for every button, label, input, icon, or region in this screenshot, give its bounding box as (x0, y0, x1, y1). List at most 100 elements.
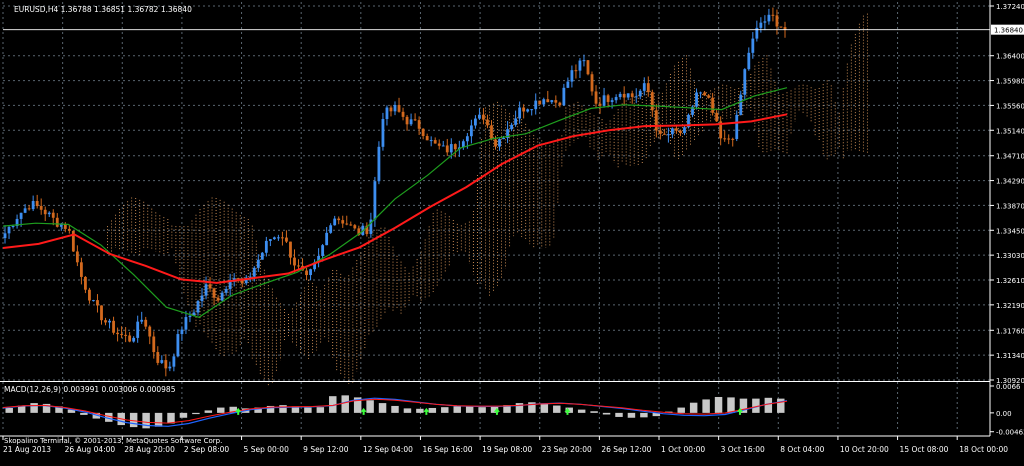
candle-body[interactable] (413, 119, 417, 121)
candle-body[interactable] (104, 320, 107, 323)
candle-body[interactable] (268, 239, 272, 241)
candle-body[interactable] (429, 140, 433, 142)
candle-body[interactable] (341, 220, 345, 224)
candle-body[interactable] (630, 93, 634, 97)
candle-body[interactable] (84, 276, 87, 290)
candle-body[interactable] (224, 289, 228, 293)
candle-body[interactable] (469, 125, 473, 137)
candle-body[interactable] (264, 240, 268, 253)
candle-body[interactable] (393, 105, 397, 112)
candle-body[interactable] (140, 319, 144, 322)
candle-body[interactable] (252, 267, 256, 277)
candle-body[interactable] (506, 129, 509, 138)
candle-body[interactable] (11, 225, 15, 227)
candle-body[interactable] (108, 320, 111, 323)
candle-body[interactable] (51, 212, 55, 218)
candle-body[interactable] (39, 205, 43, 210)
candle-body[interactable] (598, 103, 602, 106)
candle-body[interactable] (546, 99, 550, 103)
candle-body[interactable] (349, 224, 353, 226)
candle-body[interactable] (474, 118, 477, 126)
candle-body[interactable] (723, 138, 727, 140)
candle-body[interactable] (731, 138, 735, 140)
candle-body[interactable] (240, 279, 244, 284)
candle-body[interactable] (711, 97, 715, 113)
candle-body[interactable] (578, 60, 582, 71)
candle-body[interactable] (522, 107, 526, 112)
candle-body[interactable] (739, 94, 743, 115)
candle-body[interactable] (590, 74, 594, 92)
candle-body[interactable] (405, 116, 409, 125)
candle-body[interactable] (92, 300, 95, 302)
candle-body[interactable] (606, 95, 610, 102)
candle-body[interactable] (160, 360, 164, 363)
candle-body[interactable] (385, 107, 389, 120)
candle-body[interactable] (767, 14, 771, 22)
candle-body[interactable] (289, 241, 292, 258)
candle-body[interactable] (272, 237, 276, 240)
candle-body[interactable] (570, 70, 574, 82)
candle-body[interactable] (15, 218, 19, 226)
candle-body[interactable] (228, 281, 232, 290)
candle-body[interactable] (381, 119, 385, 147)
candle-body[interactable] (196, 301, 200, 313)
candle-body[interactable] (763, 21, 767, 23)
candle-body[interactable] (200, 295, 204, 302)
candle-body[interactable] (63, 224, 67, 229)
candle-body[interactable] (783, 27, 787, 30)
candle-body[interactable] (23, 208, 27, 213)
candle-body[interactable] (554, 100, 558, 103)
candle-body[interactable] (148, 326, 152, 337)
candle-body[interactable] (96, 300, 99, 306)
candle-body[interactable] (329, 225, 333, 233)
candle-body[interactable] (751, 38, 755, 53)
candle-body[interactable] (377, 146, 381, 182)
candle-body[interactable] (176, 334, 180, 357)
candle-body[interactable] (534, 100, 538, 110)
candle-body[interactable] (305, 270, 308, 276)
candle-body[interactable] (771, 14, 775, 16)
candle-body[interactable] (650, 92, 654, 111)
candle-body[interactable] (445, 145, 449, 153)
candle-body[interactable] (449, 144, 453, 153)
candle-body[interactable] (208, 284, 212, 289)
candle-body[interactable] (775, 15, 779, 27)
candle-body[interactable] (622, 93, 626, 98)
candle-body[interactable] (397, 105, 401, 112)
candle-body[interactable] (248, 276, 252, 278)
candle-body[interactable] (735, 114, 739, 139)
candle-body[interactable] (425, 135, 429, 141)
candle-body[interactable] (19, 212, 23, 219)
candle-body[interactable] (3, 233, 7, 239)
candle-body[interactable] (373, 181, 377, 220)
candle-body[interactable] (188, 315, 192, 318)
candle-body[interactable] (646, 83, 650, 93)
candle-body[interactable] (325, 232, 329, 246)
candle-body[interactable] (658, 130, 662, 134)
candle-body[interactable] (490, 125, 493, 140)
candle-body[interactable] (293, 257, 296, 266)
candle-body[interactable] (654, 110, 658, 131)
candlestick-series[interactable] (3, 7, 787, 377)
candle-body[interactable] (88, 289, 91, 301)
candle-body[interactable] (683, 127, 686, 134)
candle-body[interactable] (321, 245, 325, 256)
candle-body[interactable] (59, 224, 63, 227)
candle-body[interactable] (31, 201, 35, 210)
candle-body[interactable] (691, 106, 694, 115)
candle-body[interactable] (441, 145, 445, 147)
candle-body[interactable] (389, 107, 393, 112)
candle-body[interactable] (642, 83, 646, 91)
candle-body[interactable] (574, 70, 578, 72)
candle-body[interactable] (687, 114, 690, 128)
candle-body[interactable] (128, 335, 132, 342)
candle-body[interactable] (152, 336, 156, 353)
candle-body[interactable] (695, 92, 698, 107)
candle-body[interactable] (71, 230, 75, 252)
candle-body[interactable] (602, 95, 606, 106)
candle-body[interactable] (212, 288, 216, 298)
candle-body[interactable] (779, 26, 783, 28)
candle-body[interactable] (313, 262, 316, 270)
candle-body[interactable] (618, 93, 622, 98)
candle-body[interactable] (409, 119, 413, 125)
